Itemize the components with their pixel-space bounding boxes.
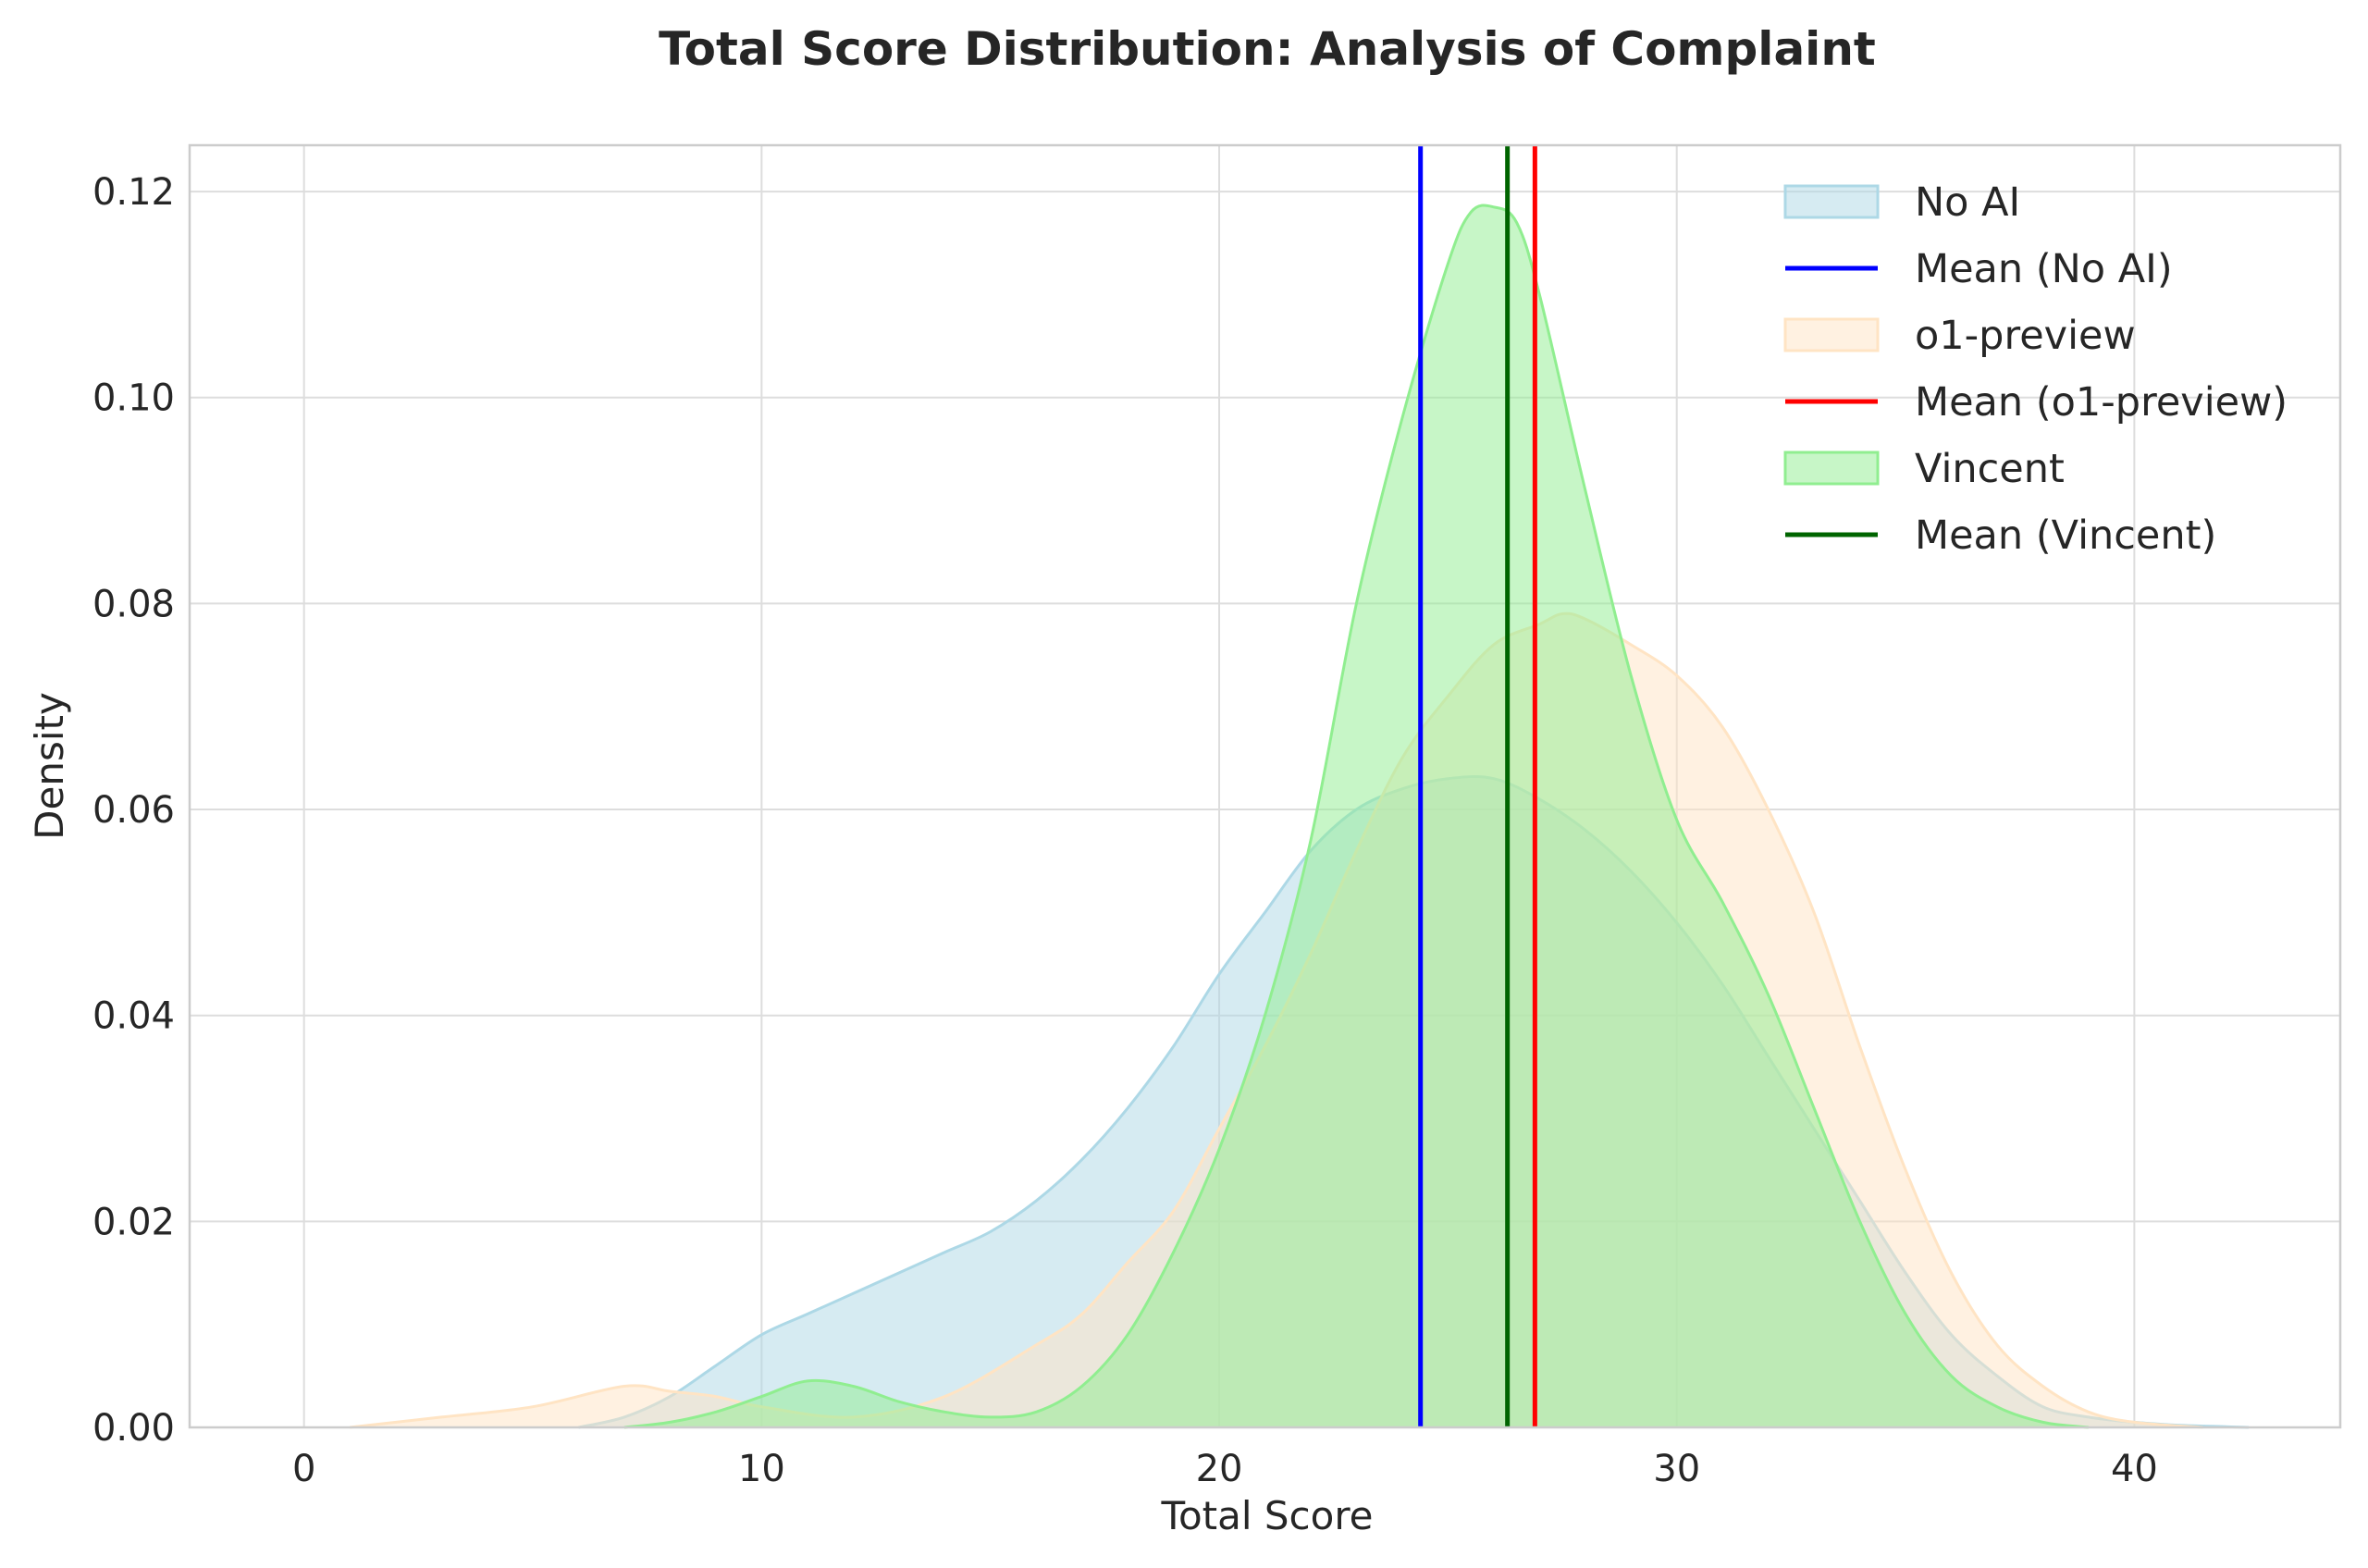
y-tick-label: 0.12 bbox=[92, 171, 175, 214]
legend-label: Mean (Vincent) bbox=[1915, 512, 2216, 559]
density-areas bbox=[349, 204, 2250, 1429]
x-axis-label: Total Score bbox=[1160, 1493, 1373, 1538]
chart-title: Total Score Distribution: Analysis of Co… bbox=[659, 22, 1876, 76]
x-tick-label: 0 bbox=[292, 1448, 315, 1490]
x-tick-label: 30 bbox=[1653, 1448, 1700, 1490]
legend-label: No AI bbox=[1915, 179, 2020, 226]
y-axis-ticks: 0.00 0.02 0.04 0.06 0.08 0.10 0.12 bbox=[92, 171, 175, 1450]
legend-swatch bbox=[1783, 184, 1880, 219]
y-tick-label: 0.06 bbox=[92, 789, 175, 832]
y-tick-label: 0.08 bbox=[92, 583, 175, 625]
legend-item-o1-preview: o1-preview bbox=[1783, 313, 2136, 359]
legend-item-mean-vincent: Mean (Vincent) bbox=[1785, 512, 2216, 559]
grid bbox=[190, 145, 2340, 1428]
legend: No AI Mean (No AI) o1-preview Mean (o1-prev… bbox=[1783, 179, 2288, 559]
y-tick-label: 0.04 bbox=[92, 995, 175, 1038]
legend-item-mean-o1-preview: Mean (o1-preview) bbox=[1785, 379, 2288, 426]
legend-item-mean-no-ai: Mean (No AI) bbox=[1785, 246, 2173, 292]
mean-lines bbox=[1418, 145, 1537, 1427]
legend-item-no-ai: No AI bbox=[1783, 179, 2020, 226]
x-tick-label: 40 bbox=[2111, 1448, 2158, 1490]
x-axis-ticks: 0 10 20 30 40 bbox=[292, 1448, 2158, 1490]
y-tick-label: 0.10 bbox=[92, 377, 175, 420]
y-tick-label: 0.00 bbox=[92, 1407, 175, 1450]
legend-swatch bbox=[1783, 451, 1880, 486]
legend-label: Vincent bbox=[1915, 446, 2065, 492]
legend-label: o1-preview bbox=[1915, 313, 2136, 359]
x-tick-label: 10 bbox=[738, 1448, 785, 1490]
density-area-vincent bbox=[623, 204, 2089, 1428]
legend-label: Mean (No AI) bbox=[1915, 246, 2173, 292]
legend-label: Mean (o1-preview) bbox=[1915, 379, 2288, 426]
legend-item-vincent: Vincent bbox=[1783, 446, 2065, 492]
density-curve-vincent bbox=[623, 204, 2090, 1429]
x-tick-label: 20 bbox=[1196, 1448, 1243, 1490]
plot-frame bbox=[188, 143, 2342, 1429]
y-axis-label: Density bbox=[27, 692, 72, 840]
y-tick-label: 0.02 bbox=[92, 1201, 175, 1243]
legend-swatch bbox=[1783, 317, 1880, 352]
